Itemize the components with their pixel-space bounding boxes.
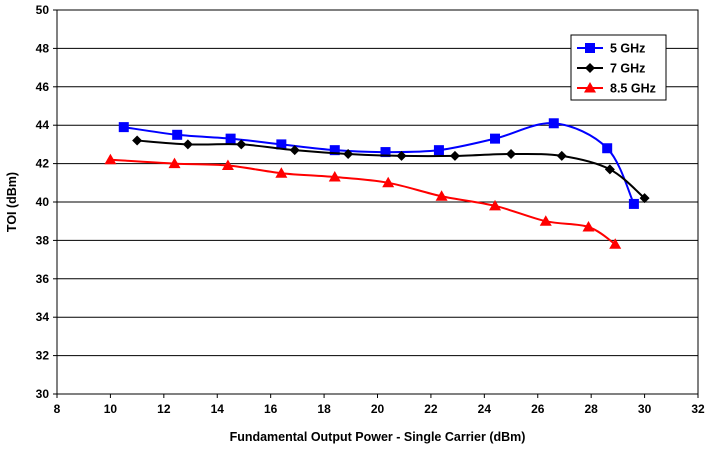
data-point-7ghz	[289, 145, 300, 156]
data-point-8-5ghz	[489, 199, 502, 211]
data-point-5ghz	[490, 133, 501, 144]
x-tick-label: 28	[584, 402, 598, 416]
y-tick-label: 34	[36, 310, 50, 324]
legend-marker-8-5ghz	[584, 82, 596, 93]
x-tick-label: 8	[54, 402, 61, 416]
x-tick-label: 32	[691, 402, 705, 416]
data-point-5ghz	[172, 129, 183, 140]
data-point-5ghz	[225, 133, 236, 144]
series-line-7ghz	[137, 139, 646, 199]
data-point-5ghz	[433, 145, 444, 156]
x-tick-label: 22	[424, 402, 438, 416]
data-point-7ghz	[132, 135, 143, 146]
data-point-5ghz	[628, 198, 639, 209]
x-tick-label: 10	[104, 402, 118, 416]
x-tick-label: 20	[371, 402, 385, 416]
data-point-8-5ghz	[382, 176, 395, 188]
y-tick-label: 32	[36, 349, 50, 363]
y-tick-label: 36	[36, 272, 50, 286]
series-8-5ghz	[104, 153, 622, 249]
legend-marker-5ghz	[585, 43, 595, 53]
data-point-7ghz	[236, 139, 247, 150]
data-point-8-5ghz	[435, 190, 448, 201]
x-tick-label: 14	[211, 402, 225, 416]
data-point-5ghz	[380, 147, 391, 158]
x-tick-label: 30	[638, 402, 652, 416]
y-tick-label: 46	[36, 80, 50, 94]
data-point-5ghz	[602, 143, 613, 154]
legend-label-5ghz: 5 GHz	[610, 42, 645, 56]
legend-label-8-5ghz: 8.5 GHz	[610, 82, 656, 96]
series-7ghz	[132, 135, 650, 204]
axis-ticks: 30 32 34 36 38 40 42 44 46 48 50 8 10 12 14 16 18 20 22 24 2…	[36, 3, 705, 416]
data-point-8-5ghz	[609, 238, 622, 249]
data-point-7ghz	[449, 150, 460, 161]
y-tick-label: 50	[36, 3, 50, 17]
data-point-5ghz	[276, 139, 287, 150]
data-point-8-5ghz	[221, 159, 234, 171]
data-point-7ghz	[506, 149, 517, 159]
x-tick-label: 12	[157, 402, 171, 416]
data-point-5ghz	[548, 118, 559, 129]
legend-marker-7ghz	[585, 63, 595, 73]
data-point-8-5ghz	[539, 215, 552, 226]
legend: 5 GHz 7 GHz 8.5 GHz	[570, 34, 667, 101]
y-tick-label: 38	[36, 233, 50, 247]
y-axis-title: TOI (dBm)	[5, 172, 19, 232]
data-point-8-5ghz	[582, 220, 595, 232]
legend-label-7ghz: 7 GHz	[610, 62, 645, 76]
data-point-7ghz	[556, 150, 567, 161]
y-tick-label: 44	[36, 118, 50, 132]
y-tick-label: 42	[36, 157, 50, 171]
data-point-7ghz	[182, 139, 193, 150]
data-point-7ghz	[343, 149, 354, 159]
y-tick-label: 48	[36, 41, 50, 55]
data-point-7ghz	[604, 164, 615, 175]
x-tick-label: 18	[317, 402, 331, 416]
y-tick-label: 30	[36, 387, 50, 401]
y-tick-label: 40	[36, 195, 50, 209]
data-point-8-5ghz	[104, 153, 117, 165]
data-point-7ghz	[639, 193, 650, 204]
data-point-8-5ghz	[275, 167, 288, 178]
data-point-5ghz	[118, 122, 129, 133]
data-point-7ghz	[396, 150, 407, 161]
data-point-8-5ghz	[328, 171, 341, 182]
series-5ghz	[118, 118, 639, 209]
x-tick-label: 24	[478, 402, 492, 416]
data-point-8-5ghz	[168, 157, 181, 169]
x-tick-label: 16	[264, 402, 278, 416]
x-tick-label: 26	[531, 402, 545, 416]
x-axis-title: Fundamental Output Power - Single Carrie…	[230, 430, 526, 444]
series-layer	[104, 118, 650, 249]
data-point-5ghz	[329, 145, 340, 156]
